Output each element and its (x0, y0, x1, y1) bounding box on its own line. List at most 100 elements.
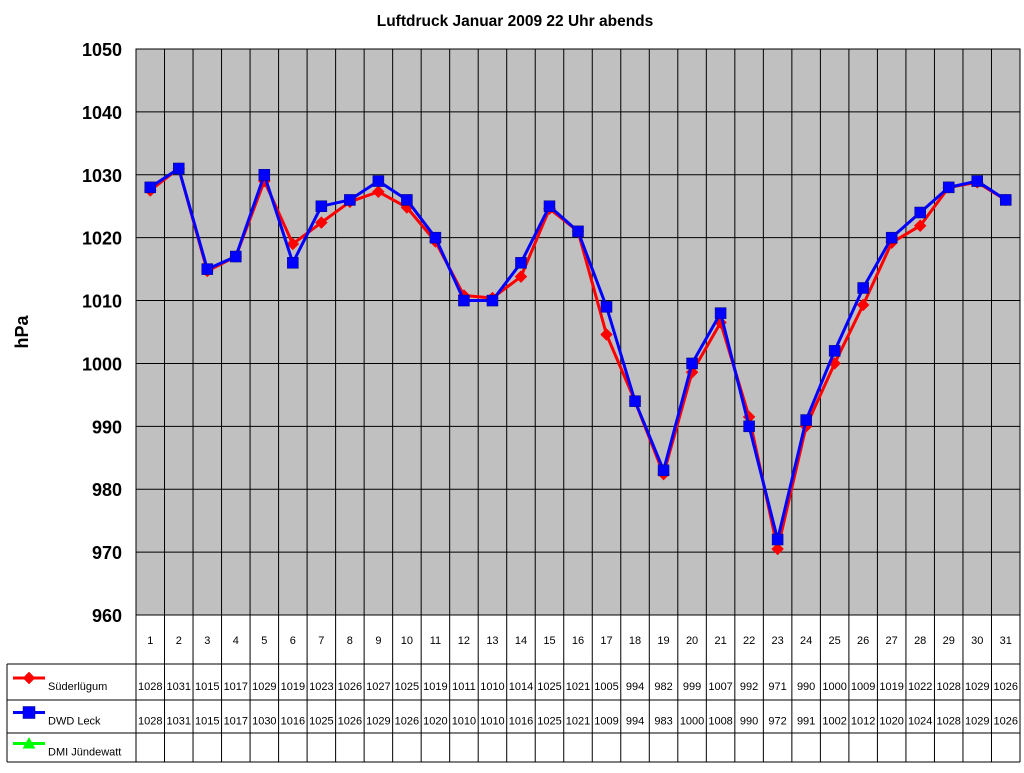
data-point (201, 263, 214, 275)
table-value: 972 (768, 716, 786, 728)
data-point (714, 307, 727, 319)
data-point (771, 533, 784, 546)
table-value: 1010 (480, 716, 504, 728)
data-point (287, 257, 299, 269)
y-axis-ticks: 960 970 980 990 1000 1010 1020 1030 1040 1050 (82, 40, 122, 626)
table-value: 1009 (594, 716, 618, 728)
table-value: 1026 (338, 716, 362, 728)
series-1 (144, 162, 1012, 546)
data-point (828, 345, 841, 357)
table-value: 990 (740, 716, 758, 728)
legend-marker-1 (22, 706, 36, 719)
table-value: 994 (626, 716, 644, 728)
table-value: 1009 (851, 681, 875, 693)
x-category-label: 25 (829, 635, 841, 647)
data-point (743, 420, 755, 433)
table-value: 1008 (708, 716, 732, 728)
table-value: 1026 (395, 716, 419, 728)
table-value: 1020 (423, 716, 447, 728)
y-tick-label: 1040 (82, 103, 122, 123)
x-category-label: 20 (686, 635, 698, 647)
x-category-label: 4 (233, 635, 239, 647)
table-value: 1028 (936, 716, 960, 728)
x-category-label: 3 (204, 635, 210, 647)
table-value: 1000 (680, 716, 704, 728)
y-tick-label: 970 (92, 543, 122, 563)
table-value: 1025 (537, 716, 561, 728)
table-value: 999 (683, 681, 701, 693)
table-value: 1010 (480, 681, 504, 693)
x-category-label: 18 (629, 635, 641, 647)
data-point (771, 542, 784, 556)
table-value: 1016 (281, 716, 305, 728)
x-category-label: 28 (914, 635, 926, 647)
x-category-label: 8 (347, 635, 353, 647)
table-value: 1030 (252, 716, 276, 728)
table-value: 1017 (224, 716, 248, 728)
y-tick-label: 1030 (82, 166, 122, 186)
x-category-label: 9 (375, 635, 381, 647)
chart-title: Luftdruck Januar 2009 22 Uhr abends (377, 13, 654, 30)
x-category-label: 17 (600, 635, 612, 647)
table-value: 994 (626, 681, 644, 693)
x-category-label: 19 (657, 635, 669, 647)
data-point (913, 219, 927, 233)
data-point (999, 194, 1012, 206)
y-tick-label: 1020 (82, 229, 122, 249)
x-category-label: 5 (261, 635, 267, 647)
legend-label-2: DMI Jündewatt (48, 747, 121, 759)
table-value: 1016 (509, 716, 533, 728)
table-value: 1026 (993, 716, 1017, 728)
data-table: 1 2 3 4 5 6 7 8 9 10 11 12 13 14 15 16 17 18 19 20 21 22 23 24 2… (6, 614, 1020, 763)
y-tick-label: 1050 (82, 40, 122, 60)
table-value: 1028 (138, 716, 162, 728)
data-point (401, 194, 413, 206)
data-point (173, 162, 185, 175)
x-category-label: 13 (486, 635, 498, 647)
x-category-label: 15 (543, 635, 555, 647)
x-category-label: 24 (800, 635, 812, 647)
data-point (315, 200, 328, 212)
table-value: 982 (654, 681, 672, 693)
y-tick-label: 990 (92, 417, 122, 437)
table-value: 1015 (195, 716, 219, 728)
table-value: 1021 (566, 716, 590, 728)
table-value: 1026 (993, 681, 1017, 693)
table-value: 983 (654, 716, 672, 728)
table-value: 1021 (566, 681, 590, 693)
x-category-label: 2 (176, 635, 182, 647)
x-category-label: 10 (401, 635, 413, 647)
data-point (543, 200, 556, 212)
table-value: 1024 (908, 716, 932, 728)
x-category-label: 31 (1000, 635, 1012, 647)
data-point (686, 357, 698, 370)
table-value: 1027 (366, 681, 390, 693)
table-value: 1025 (309, 716, 333, 728)
series-lines (143, 162, 1013, 556)
table-value: 1029 (965, 716, 989, 728)
data-point (942, 181, 955, 194)
data-point (286, 237, 300, 251)
x-category-label: 27 (886, 635, 898, 647)
table-value: 1007 (708, 681, 732, 693)
data-point (629, 395, 641, 407)
legend-marker-0 (22, 671, 36, 685)
data-point (600, 301, 613, 313)
table-value: 1019 (879, 681, 903, 693)
table-value: 1028 (138, 681, 162, 693)
table-value: 1029 (366, 716, 390, 728)
x-category-label: 30 (971, 635, 983, 647)
y-tick-label: 960 (92, 606, 122, 626)
data-point (315, 216, 328, 229)
data-point (515, 257, 527, 269)
table-value: 990 (797, 681, 815, 693)
data-point (971, 175, 983, 187)
gridlines (135, 48, 1021, 762)
y-tick-label: 980 (92, 480, 122, 500)
table-value: 1022 (908, 681, 932, 693)
table-value: 1023 (309, 681, 333, 693)
data-point (885, 231, 898, 244)
table-value: 971 (768, 681, 786, 693)
table-value: 1011 (452, 681, 476, 693)
